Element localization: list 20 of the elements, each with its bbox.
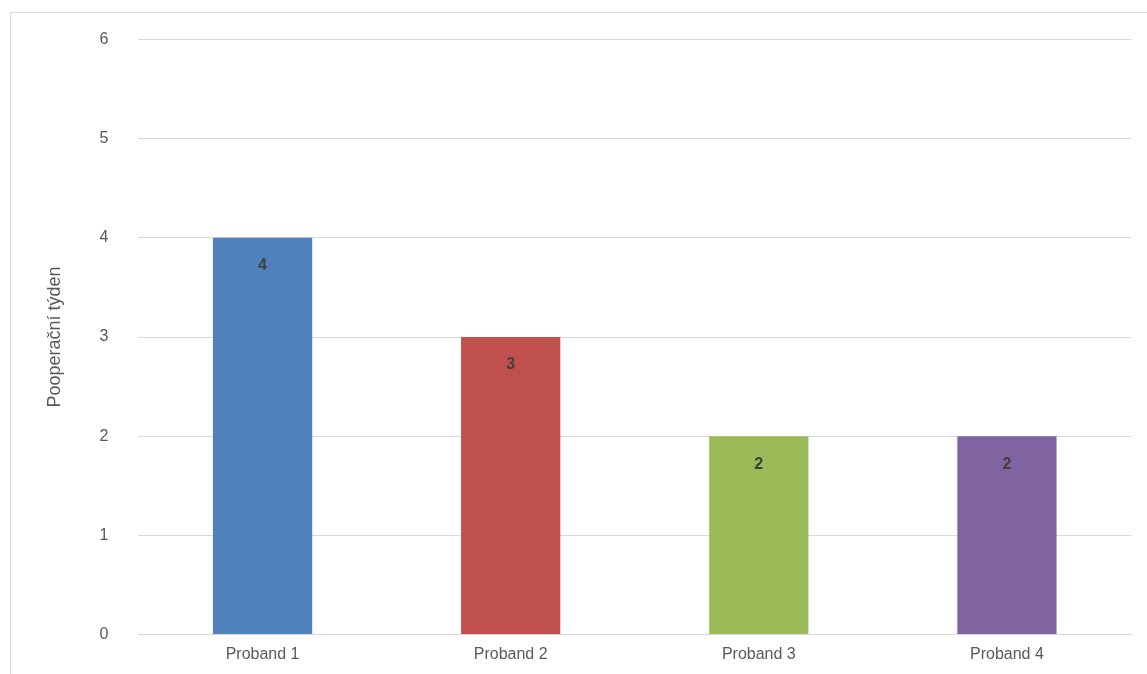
bar — [461, 337, 561, 634]
y-tick-label: 1 — [99, 525, 109, 543]
y-tick-label: 5 — [99, 129, 109, 147]
y-tick-label: 4 — [99, 228, 109, 246]
x-tick-label: Proband 1 — [225, 645, 300, 663]
data-label: 3 — [506, 355, 516, 373]
x-tick-label: Proband 2 — [473, 645, 548, 663]
bar — [709, 436, 809, 634]
y-tick-label: 2 — [99, 426, 109, 444]
x-tick-label: Proband 3 — [721, 645, 796, 663]
y-tick-label: 0 — [99, 624, 109, 642]
data-label: 2 — [1002, 454, 1012, 472]
x-tick-label: Proband 4 — [970, 645, 1044, 663]
y-axis-title: Pooperační týden — [43, 266, 64, 408]
bar — [957, 436, 1057, 634]
bar — [212, 237, 313, 634]
y-tick-label: 3 — [99, 327, 109, 345]
data-label: 2 — [754, 454, 764, 472]
data-label: 4 — [258, 256, 268, 274]
y-tick-label: 6 — [99, 30, 109, 48]
